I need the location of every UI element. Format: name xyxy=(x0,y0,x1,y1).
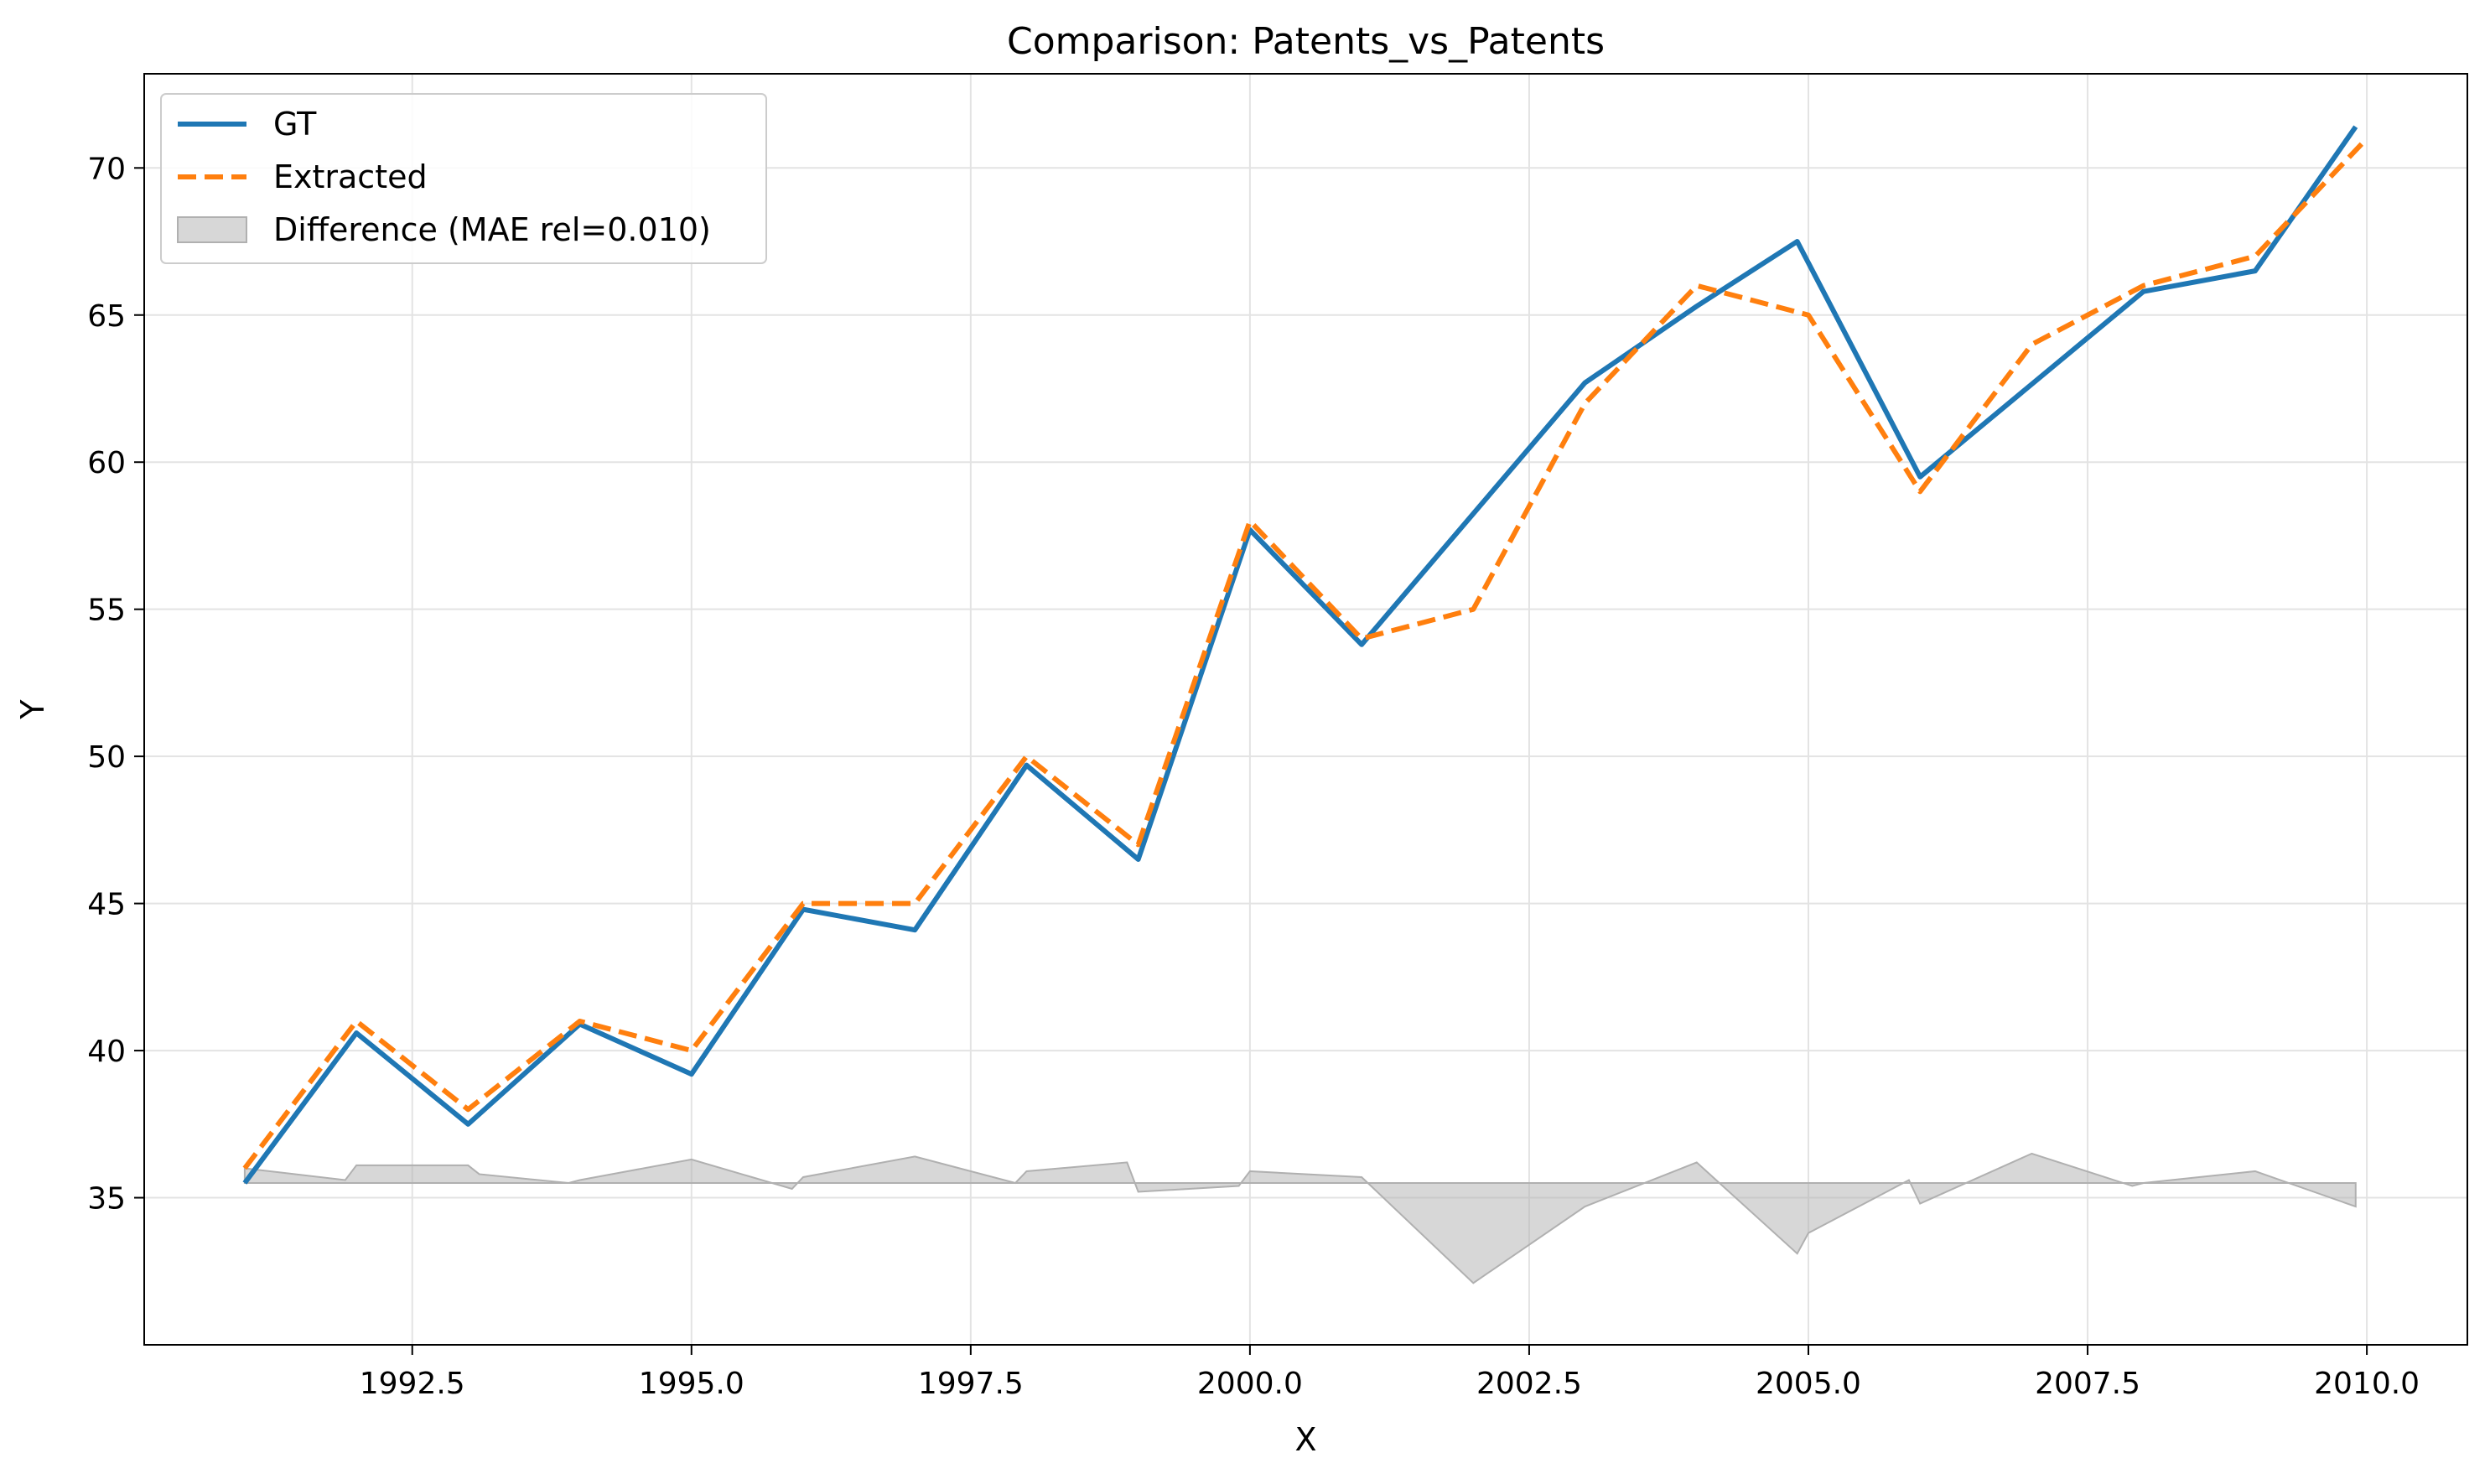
x-tick-label: 2007.5 xyxy=(2035,1367,2140,1401)
legend-extracted-label: Extracted xyxy=(273,158,428,195)
legend-gt-label: GT xyxy=(273,106,317,143)
y-tick-label: 45 xyxy=(87,888,126,922)
legend-difference-swatch xyxy=(178,217,246,242)
y-tick-label: 70 xyxy=(87,152,126,186)
x-axis-label: X xyxy=(1294,1421,1316,1458)
y-tick-label: 65 xyxy=(87,299,126,334)
y-tick-label: 60 xyxy=(87,446,126,480)
x-tick-label: 2005.0 xyxy=(1756,1367,1861,1401)
legend: GT Extracted Difference (MAE rel=0.010) xyxy=(161,94,766,263)
x-tick-label: 1992.5 xyxy=(360,1367,465,1401)
x-tick-label: 2000.0 xyxy=(1197,1367,1303,1401)
x-tick-label: 2002.5 xyxy=(1476,1367,1582,1401)
x-tick-label: 1997.5 xyxy=(918,1367,1024,1401)
x-tick-label: 1995.0 xyxy=(639,1367,744,1401)
chart-title: Comparison: Patents_vs_Patents xyxy=(1007,20,1605,63)
y-tick-label: 35 xyxy=(87,1182,126,1217)
y-tick-label: 50 xyxy=(87,740,126,775)
legend-difference-label: Difference (MAE rel=0.010) xyxy=(273,211,711,248)
x-tick-label: 2010.0 xyxy=(2314,1367,2420,1401)
y-tick-label: 55 xyxy=(87,594,126,628)
y-axis-label: Y xyxy=(14,699,51,720)
y-tick-label: 40 xyxy=(87,1035,126,1069)
